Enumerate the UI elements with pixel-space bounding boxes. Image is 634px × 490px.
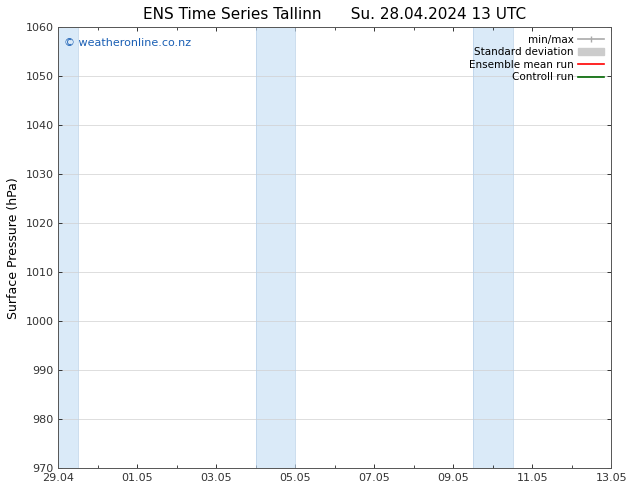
Y-axis label: Surface Pressure (hPa): Surface Pressure (hPa) — [7, 177, 20, 318]
Title: ENS Time Series Tallinn      Su. 28.04.2024 13 UTC: ENS Time Series Tallinn Su. 28.04.2024 1… — [143, 7, 526, 22]
Legend: min/max, Standard deviation, Ensemble mean run, Controll run: min/max, Standard deviation, Ensemble me… — [467, 32, 606, 84]
Bar — [473, 27, 512, 468]
Bar — [256, 27, 295, 468]
Bar — [58, 27, 78, 468]
Text: © weatheronline.co.nz: © weatheronline.co.nz — [64, 38, 191, 49]
